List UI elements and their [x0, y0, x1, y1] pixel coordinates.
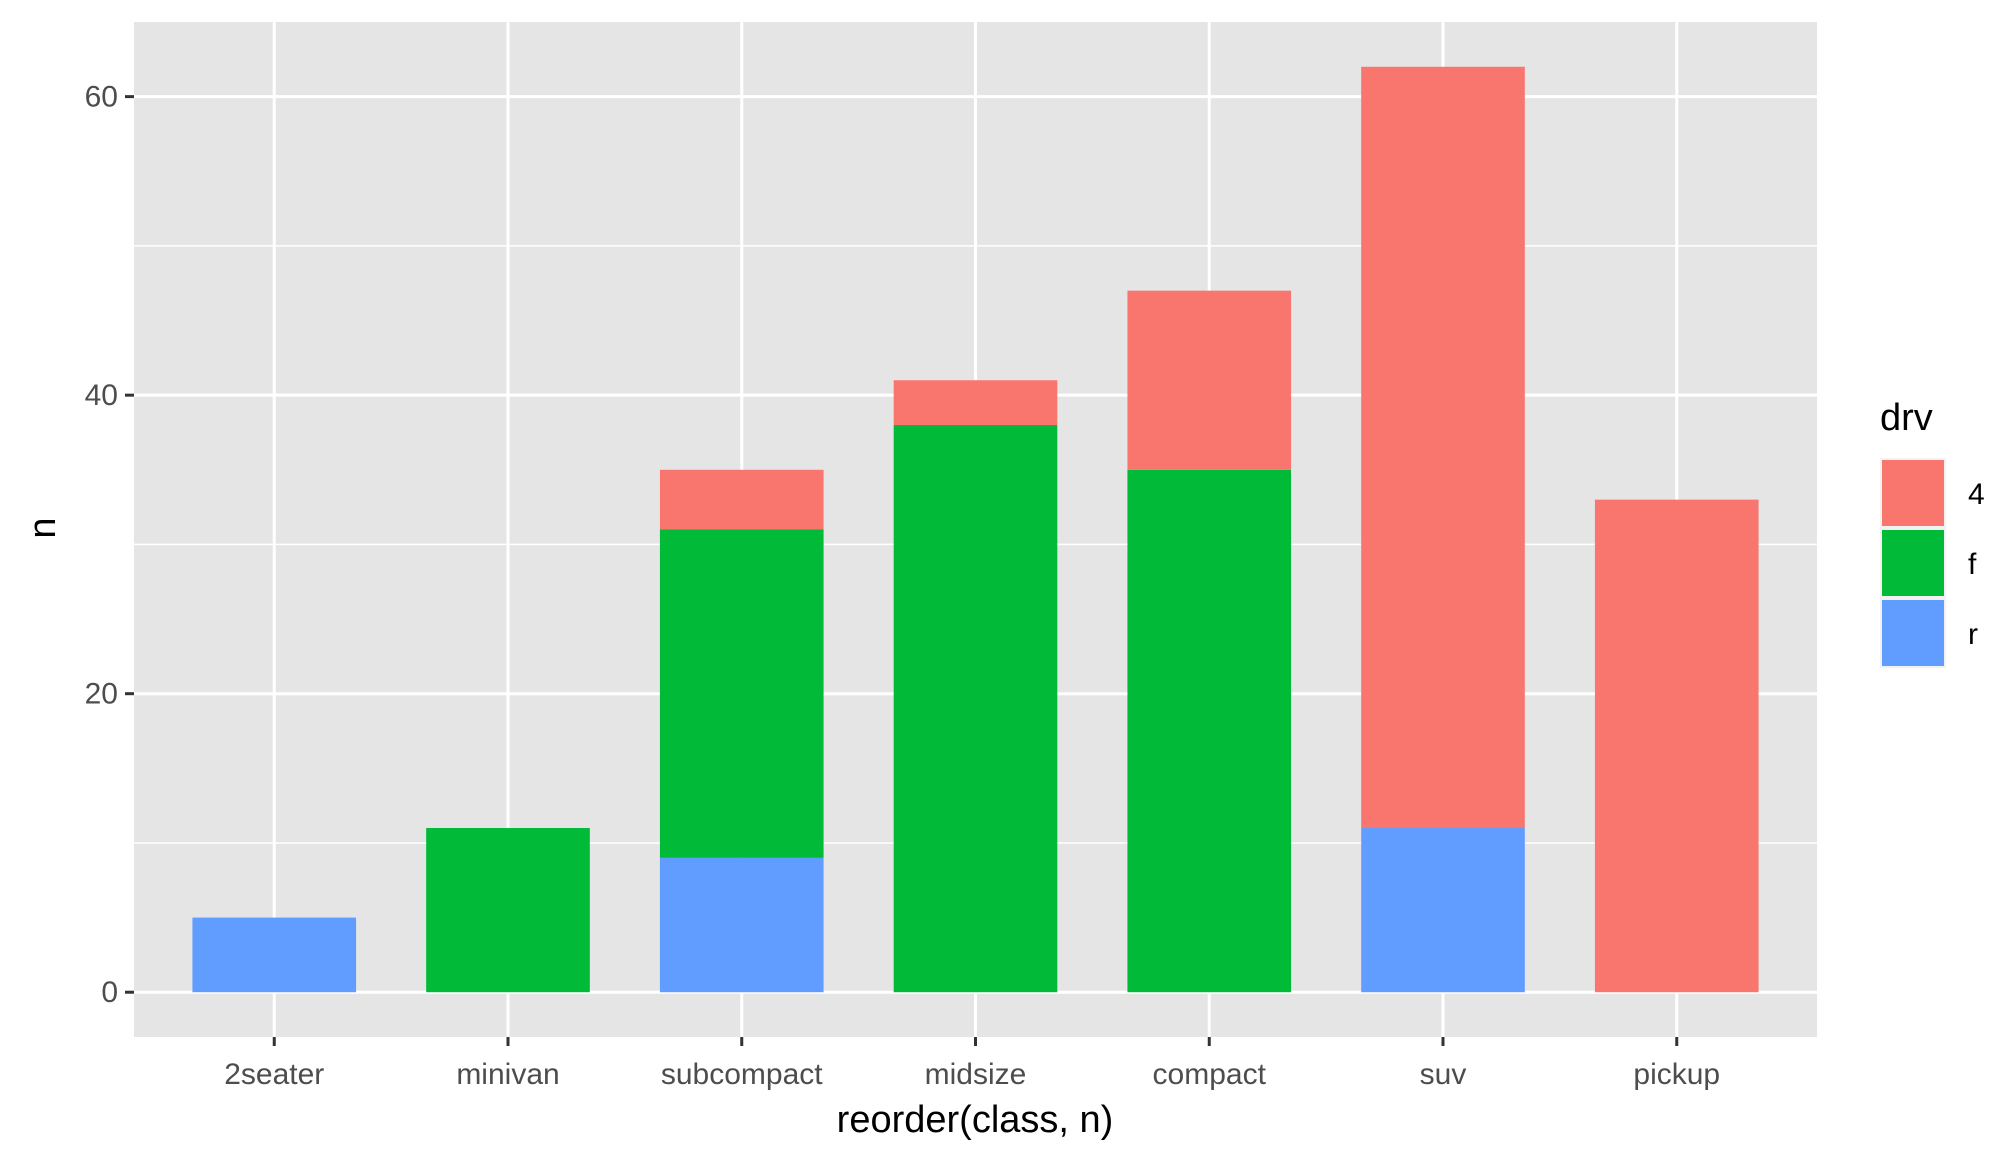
- bar-suv-r: [1361, 828, 1525, 993]
- y-axis-title: n: [22, 517, 64, 538]
- bar-subcompact-f: [659, 529, 824, 858]
- x-tick-label: compact: [1153, 1058, 1267, 1091]
- x-tick-label: midsize: [925, 1058, 1027, 1091]
- legend-key-4: [1882, 460, 1944, 526]
- y-tick-label: 20: [85, 678, 118, 711]
- y-axis: 0 20 40 60: [85, 81, 134, 1009]
- bar-suv-4: [1361, 66, 1525, 829]
- bar-2seater-r: [192, 917, 357, 993]
- legend: drv 4 f r: [1880, 397, 1985, 668]
- legend-key-f: [1882, 530, 1944, 596]
- legend-key-r: [1882, 600, 1944, 666]
- bar-minivan-f: [426, 828, 590, 993]
- x-tick-label: minivan: [456, 1058, 559, 1091]
- x-axis-title: reorder(class, n): [837, 1099, 1114, 1141]
- x-tick-label: subcompact: [661, 1058, 823, 1091]
- bar-compact-f: [1127, 469, 1292, 993]
- x-tick-label: pickup: [1633, 1058, 1720, 1091]
- legend-label-4: 4: [1968, 478, 1985, 511]
- y-tick-label: 0: [101, 976, 118, 1009]
- x-tick-label: 2seater: [224, 1058, 324, 1091]
- bar-subcompact-4: [659, 469, 824, 530]
- bar-subcompact-r: [659, 857, 824, 993]
- legend-label-r: r: [1968, 618, 1978, 651]
- bars: [192, 66, 1759, 993]
- legend-label-f: f: [1968, 548, 1977, 581]
- bar-compact-4: [1127, 290, 1292, 470]
- bar-pickup-4: [1594, 499, 1759, 993]
- legend-title: drv: [1880, 397, 1933, 439]
- bar-midsize-4: [893, 380, 1058, 426]
- y-tick-label: 40: [85, 379, 118, 412]
- x-axis: 2seater minivan subcompact midsize compact su…: [224, 1037, 1720, 1091]
- bar-midsize-f: [893, 425, 1058, 993]
- x-tick-label: suv: [1420, 1058, 1467, 1091]
- y-tick-label: 60: [85, 81, 118, 114]
